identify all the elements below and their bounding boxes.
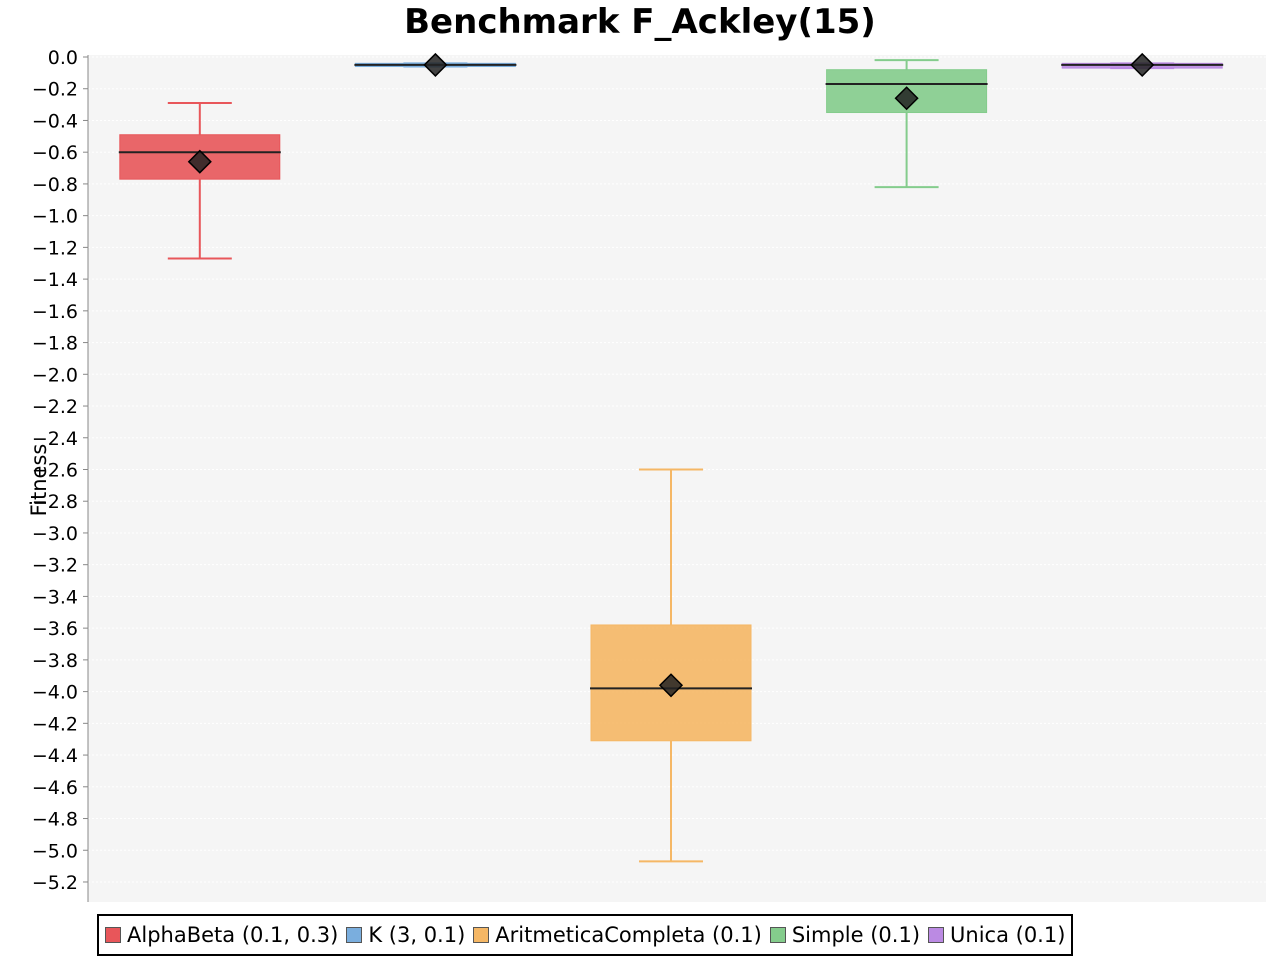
legend-label: Unica (0.1): [950, 923, 1066, 947]
y-tick-label: −2.4: [32, 428, 78, 450]
plot-area-background: [88, 55, 1266, 902]
legend-swatch: [769, 927, 786, 943]
y-tick-label: −1.6: [32, 301, 78, 323]
y-tick-label: −2.2: [32, 396, 78, 418]
legend-swatch: [105, 927, 121, 943]
box-plot: [118, 102, 281, 260]
mean-marker: [187, 149, 212, 174]
y-tick-label: −3.4: [32, 586, 78, 608]
y-tick-label: −3.0: [32, 523, 78, 545]
legend-item: Simple (0.1): [769, 923, 921, 947]
y-tick-label: −3.8: [32, 650, 78, 672]
legend-item: K (3, 0.1): [346, 923, 465, 947]
legend-label: AritmeticaCompleta (0.1): [495, 923, 762, 947]
y-tick-label: −4.8: [32, 809, 78, 831]
legend-item: AritmeticaCompleta (0.1): [473, 923, 762, 947]
legend: AlphaBeta (0.1, 0.3) K (3, 0.1) Aritmetica…: [97, 914, 1074, 956]
y-tick-label: −5.0: [32, 840, 78, 862]
mean-marker: [658, 673, 684, 698]
y-tick-label: −0.2: [32, 79, 78, 101]
legend-label: AlphaBeta (0.1, 0.3): [127, 923, 339, 947]
y-tick-label: −2.6: [32, 459, 78, 481]
mean-marker: [894, 86, 919, 111]
y-tick-label: −0.8: [32, 174, 78, 196]
y-tick-label: 0.0: [48, 47, 78, 69]
y-tick-label: −0.4: [32, 110, 78, 132]
mean-marker: [423, 52, 448, 77]
y-tick-label: −1.2: [32, 237, 78, 259]
box-plot: [354, 52, 517, 77]
y-tick-label: −4.2: [32, 713, 78, 735]
y-tick-label: −1.8: [32, 333, 78, 355]
y-tick-label: −4.6: [32, 777, 78, 799]
mean-marker: [1130, 52, 1155, 77]
chart-title: Benchmark F_Ackley(15): [404, 2, 876, 42]
box-plots: [118, 52, 1224, 863]
legend-label: Simple (0.1): [791, 923, 921, 947]
y-tick-label: −3.2: [32, 555, 78, 577]
y-tick-label: −5.2: [32, 872, 78, 894]
legend-swatch: [928, 927, 945, 943]
legend-swatch: [473, 927, 490, 943]
y-tick-label: −0.6: [32, 142, 78, 164]
legend-label: K (3, 0.1): [368, 923, 466, 947]
y-axis: 0.0 −0.2 −0.4 −0.6 −0.8 −1.0 −1.2 −1.4 −1.6 −1.8 −…: [32, 47, 89, 902]
box-plot: [1061, 52, 1224, 77]
y-tick-label: −4.0: [32, 682, 78, 704]
y-tick-label: −4.4: [32, 745, 78, 767]
legend-swatch: [346, 927, 363, 943]
box-plot: [825, 59, 988, 189]
legend-item: AlphaBeta (0.1, 0.3): [105, 923, 338, 947]
y-tick-label: −2.0: [32, 364, 78, 386]
y-tick-label: −2.8: [32, 491, 78, 513]
box-plot: [590, 468, 752, 863]
y-tick-label: −1.0: [32, 206, 78, 228]
y-axis-label: Fitness: [27, 444, 51, 517]
y-tick-label: −3.6: [32, 618, 78, 640]
y-tick-label: −1.4: [32, 269, 78, 291]
legend-item: Unica (0.1): [928, 923, 1065, 947]
